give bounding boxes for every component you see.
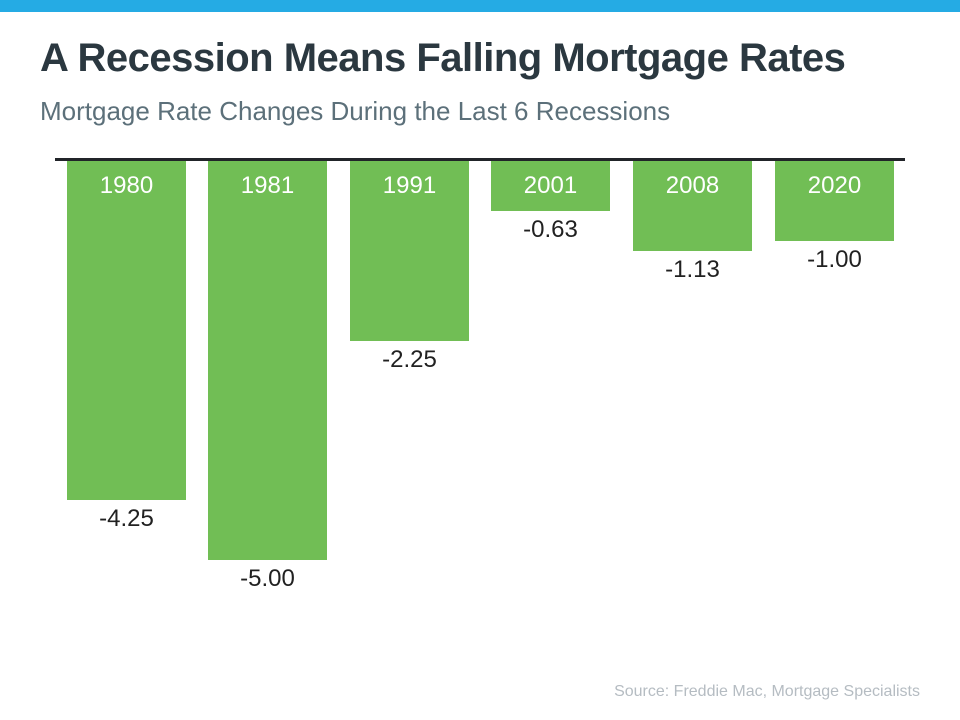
bar-value-label: -2.25	[382, 346, 437, 373]
bar-year-label: 1991	[382, 172, 437, 199]
page-subtitle: Mortgage Rate Changes During the Last 6 …	[40, 96, 671, 126]
accent-top-strip	[0, 0, 960, 12]
source-attribution: Source: Freddie Mac, Mortgage Specialist…	[614, 683, 920, 700]
bar-2008: 2008	[633, 161, 752, 251]
bar-group-2008: 2008 -1.13	[633, 161, 752, 282]
bar-year-label: 1980	[99, 172, 154, 199]
bar-value-label: -5.00	[240, 565, 295, 592]
bar-1991: 1991	[350, 161, 469, 341]
bar-group-2001: 2001 -0.63	[491, 161, 610, 242]
bar-1980: 1980	[67, 161, 186, 500]
bar-group-1980: 1980 -4.25	[67, 161, 186, 531]
chart-baseline	[55, 158, 905, 161]
bar-group-2020: 2020 -1.00	[775, 161, 894, 272]
bar-value-label: -1.13	[665, 256, 720, 283]
bar-year-label: 2001	[523, 172, 578, 199]
bar-year-label: 2020	[807, 172, 862, 199]
bar-group-1981: 1981 -5.00	[208, 161, 327, 591]
bar-value-label: -0.63	[523, 216, 578, 243]
bar-value-label: -4.25	[99, 505, 154, 532]
bar-2001: 2001	[491, 161, 610, 211]
bar-group-1991: 1991 -2.25	[350, 161, 469, 372]
page-title: A Recession Means Falling Mortgage Rates	[40, 36, 846, 80]
bar-2020: 2020	[775, 161, 894, 241]
bar-1981: 1981	[208, 161, 327, 560]
bar-year-label: 2008	[665, 172, 720, 199]
bar-year-label: 1981	[240, 172, 295, 199]
bar-value-label: -1.00	[807, 246, 862, 273]
